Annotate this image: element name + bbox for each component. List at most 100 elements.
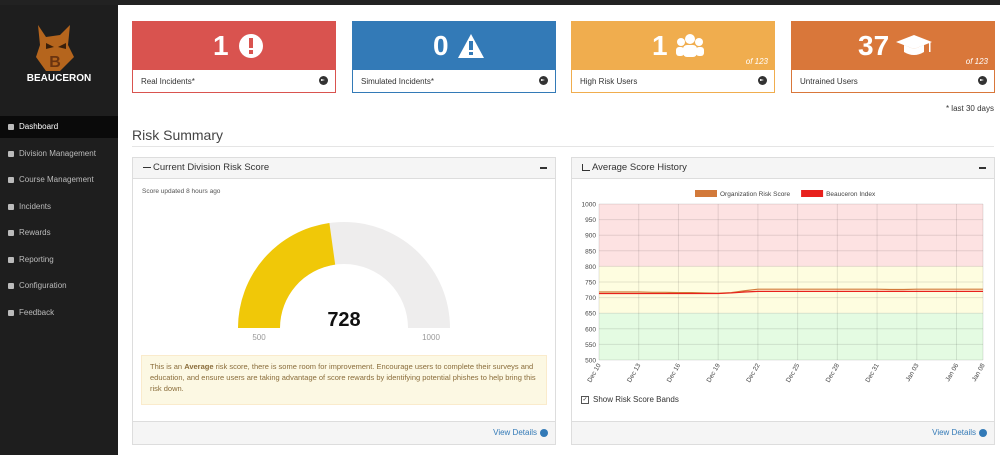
card-icon xyxy=(676,34,704,57)
stat-card: 1 Real Incidents* xyxy=(132,21,336,93)
menu-item[interactable]: Reporting xyxy=(0,249,118,271)
score-band xyxy=(599,266,983,314)
menu-item[interactable]: Feedback xyxy=(0,302,118,324)
gauge-value: 728 xyxy=(327,309,360,331)
card-top: 1 xyxy=(133,22,335,70)
menu-item[interactable]: Course Management xyxy=(0,169,118,191)
score-band xyxy=(599,313,983,360)
series-line xyxy=(599,288,983,294)
y-tick-label: 750 xyxy=(585,280,596,287)
y-tick-label: 550 xyxy=(585,342,596,349)
footnote: * last 30 days xyxy=(945,104,994,113)
view-details-icon[interactable] xyxy=(540,429,548,437)
stat-card: 0 Simulated Incidents* xyxy=(352,21,556,93)
gauge: 728 500 1000 xyxy=(238,222,450,342)
card-arrow[interactable] xyxy=(978,76,987,85)
menu-icon xyxy=(8,203,14,210)
menu-label: Rewards xyxy=(19,228,51,237)
checkbox-label[interactable]: Show Risk Score Bands xyxy=(593,395,679,404)
collapse-button[interactable] xyxy=(979,167,986,169)
card-icon xyxy=(896,35,932,55)
y-tick-label: 800 xyxy=(585,264,596,271)
section-title: Risk Summary xyxy=(132,127,224,143)
history-panel: Average Score History 500 550 600 650 700 750… xyxy=(571,157,995,445)
card-footer: Untrained Users xyxy=(792,70,994,93)
legend-swatch xyxy=(801,190,824,197)
x-tick-label: Jan 06 xyxy=(944,362,960,383)
stat-card: 37 of 123 Untrained Users xyxy=(791,21,995,93)
brand: BEAUCERON xyxy=(26,73,92,84)
collapse-button[interactable] xyxy=(540,167,547,169)
y-tick-label: 500 xyxy=(585,358,596,365)
alert: This is an Average risk score, there is … xyxy=(141,355,547,405)
card-footer: High Risk Users xyxy=(572,70,774,93)
x-tick-label: Dec 31 xyxy=(864,362,881,384)
stat-card: 1 of 123 High Risk Users xyxy=(571,21,775,93)
menu-item[interactable]: Rewards xyxy=(0,222,118,244)
menu-icon xyxy=(8,283,14,289)
panel-header: Current Division Risk Score xyxy=(133,158,555,179)
x-tick-label: Dec 25 xyxy=(785,362,802,384)
card-arrow[interactable] xyxy=(758,76,767,85)
panel-title: Current Division Risk Score xyxy=(153,162,270,173)
top-bar xyxy=(0,0,1000,5)
card-top: 1 of 123 xyxy=(572,22,774,70)
alert-text: This is an xyxy=(150,362,185,371)
card-top: 0 xyxy=(353,22,555,70)
card-value: 1 xyxy=(652,30,668,61)
card-value: 1 xyxy=(213,30,229,61)
menu-icon xyxy=(8,177,14,183)
card-footer: Simulated Incidents* xyxy=(353,70,555,93)
x-tick-label: Jan 03 xyxy=(905,362,921,383)
legend-label: Beauceron Index xyxy=(826,191,876,198)
card-value: 0 xyxy=(433,30,449,61)
menu-label: Feedback xyxy=(19,307,55,317)
menu-label: Course Management xyxy=(19,175,94,184)
sidebar: B BEAUCERON Dashboard Division Management… xyxy=(0,5,118,455)
logo: B xyxy=(36,25,74,71)
menu-icon xyxy=(8,150,14,157)
panel-footer: View Details xyxy=(133,421,555,444)
gauge-max: 1000 xyxy=(422,333,440,342)
y-tick-label: 850 xyxy=(585,248,596,255)
view-details-icon[interactable] xyxy=(979,429,987,437)
card-label: Real Incidents* xyxy=(141,77,195,86)
view-details[interactable]: View Details xyxy=(932,428,976,437)
y-tick-label: 700 xyxy=(585,295,596,302)
y-tick-label: 650 xyxy=(585,311,596,318)
menu-label: Incidents xyxy=(19,201,52,211)
card-arrow[interactable] xyxy=(319,76,328,85)
menu-item[interactable]: Incidents xyxy=(0,196,118,218)
card-top: 37 of 123 xyxy=(792,22,994,70)
card-icon xyxy=(458,34,484,58)
x-tick-label: Dec 22 xyxy=(745,362,762,384)
alert-text: risk score, there is some room for impro… xyxy=(150,362,536,393)
card-arrow[interactable] xyxy=(539,76,548,85)
panel-header: Average Score History xyxy=(572,158,994,179)
legend-label: Organization Risk Score xyxy=(720,191,790,198)
alert-bold: Average xyxy=(184,362,214,371)
menu-label: Division Management xyxy=(19,148,96,158)
svg-text:B: B xyxy=(49,54,61,71)
menu-icon xyxy=(8,230,14,236)
gauge-fill xyxy=(238,223,336,328)
menu-icon xyxy=(8,124,14,130)
gauge-min: 500 xyxy=(252,333,266,342)
card-label: High Risk Users xyxy=(580,77,638,86)
risk-panel: Current Division Risk Score Score update… xyxy=(132,157,556,445)
bands-checkbox[interactable]: ✓ Show Risk Score Bands xyxy=(581,395,679,404)
menu-item[interactable]: Division Management xyxy=(0,143,118,165)
menu-item[interactable]: Configuration xyxy=(0,275,118,297)
menu-icon xyxy=(8,309,14,316)
card-label: Untrained Users xyxy=(800,77,858,86)
x-tick-label: Dec 19 xyxy=(706,362,723,384)
x-tick-label: Dec 10 xyxy=(586,362,603,384)
menu-item[interactable]: Dashboard xyxy=(0,116,118,138)
menu-label: Reporting xyxy=(19,254,54,264)
view-details[interactable]: View Details xyxy=(493,428,537,437)
y-tick-label: 900 xyxy=(585,233,596,240)
card-label: Simulated Incidents* xyxy=(361,77,434,86)
menu-icon xyxy=(8,256,14,263)
score-band xyxy=(599,204,983,267)
